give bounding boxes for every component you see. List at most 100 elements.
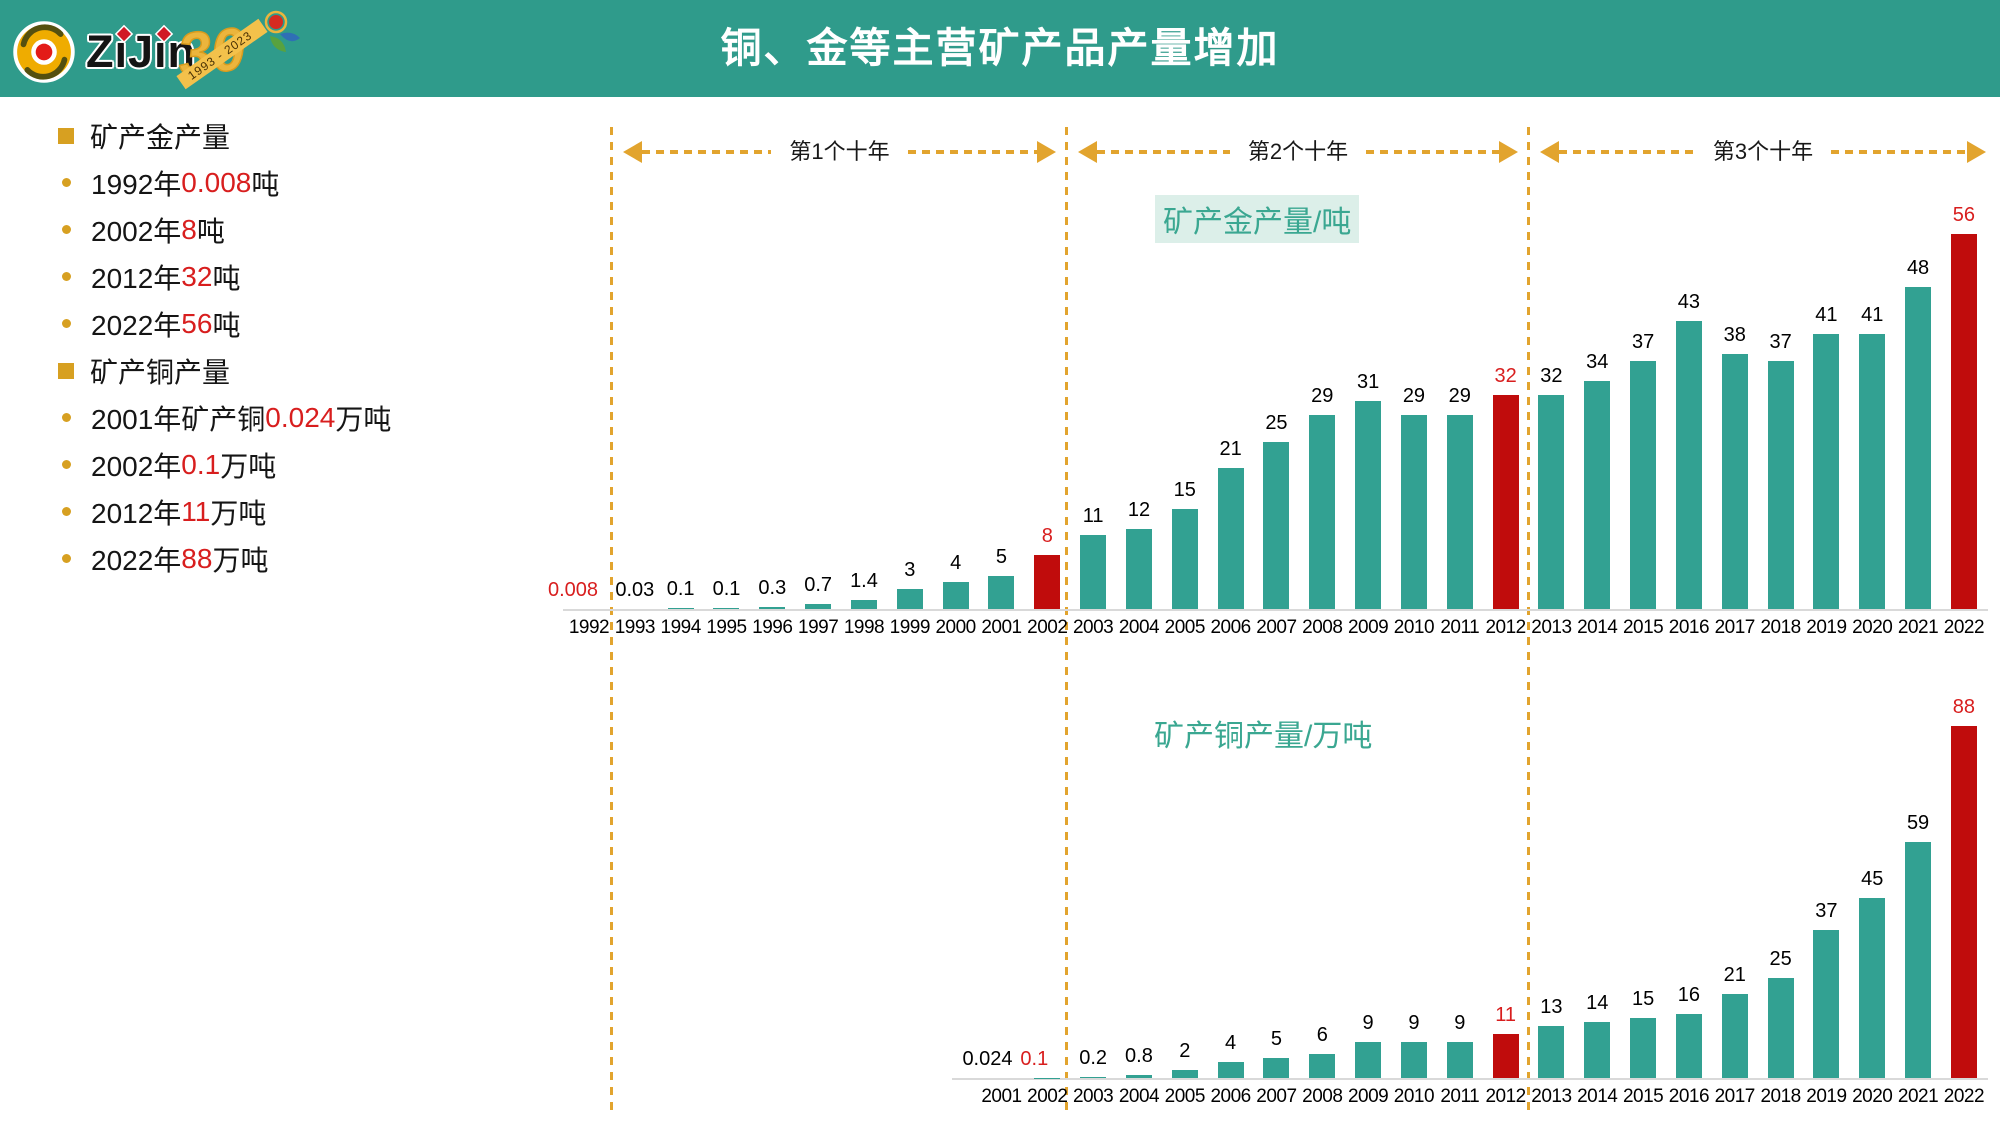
gold-year-tick-2016: 2016 xyxy=(1668,617,1710,638)
copper-value-label-2013: 13 xyxy=(1540,996,1563,1018)
bullet-text: 2001年矿产铜 xyxy=(91,403,266,435)
gold-value-label-1998: 1.4 xyxy=(850,569,878,592)
gold-bar-2001 xyxy=(988,575,1015,609)
bullet-text: 万吨 xyxy=(335,403,392,435)
dashed-line xyxy=(1559,150,1695,154)
gold-bar-2009 xyxy=(1355,401,1382,609)
copper-value-label-2001: 0.024 xyxy=(962,1047,1013,1070)
copper-bar-2010 xyxy=(1400,1042,1427,1078)
anniversary-30-logo: 30 1993 - 2023 xyxy=(174,10,300,90)
copper-bar-2006 xyxy=(1217,1062,1244,1078)
copper-year-tick-2022: 2022 xyxy=(1943,1086,1985,1107)
copper-year-tick-2014: 2014 xyxy=(1577,1086,1618,1107)
gold-bar-1997 xyxy=(805,604,832,609)
gold-year-tick-2003: 2003 xyxy=(1072,617,1114,638)
bullet-item-2: 2002年 8 吨 xyxy=(58,206,518,253)
bullet-text: 1992年 xyxy=(91,168,182,200)
gold-value-label-2016: 43 xyxy=(1677,290,1701,313)
gold-year-tick-2015: 2015 xyxy=(1622,617,1664,638)
copper-year-tick-2015: 2015 xyxy=(1622,1086,1664,1107)
bullet-item-7: 2002年 0.1 万吨 xyxy=(58,441,518,488)
dot-bullet-icon xyxy=(62,507,71,516)
bullet-text: 56 xyxy=(181,307,213,339)
decade-label: 第3个十年 xyxy=(1712,139,1814,164)
bullet-text: 2012年 xyxy=(91,497,182,529)
gold-bar-2005 xyxy=(1171,508,1198,609)
dot-bullet-icon xyxy=(62,413,71,422)
gold-year-tick-1993: 1993 xyxy=(614,617,656,638)
gold-bar-2022 xyxy=(1950,233,1977,609)
gold-year-tick-1997: 1997 xyxy=(798,617,839,638)
gold-bar-2008 xyxy=(1309,414,1336,609)
gold-value-label-2010: 29 xyxy=(1402,384,1426,407)
decade-label: 第1个十年 xyxy=(789,139,890,164)
gold-value-label-2021: 48 xyxy=(1906,257,1930,280)
copper-year-tick-2002: 2002 xyxy=(1027,1086,1068,1107)
copper-year-tick-2004: 2004 xyxy=(1118,1086,1160,1107)
copper-value-label-2018: 25 xyxy=(1769,948,1792,970)
bullet-text: 矿产铜产量 xyxy=(90,356,231,388)
copper-value-label-2017: 21 xyxy=(1723,964,1746,986)
gold-value-label-1994: 0.1 xyxy=(666,578,695,601)
copper-chart-title: 矿产铜产量/万吨 xyxy=(1154,720,1373,753)
bullet-text: 万吨 xyxy=(220,450,277,482)
gold-value-label-2022: 56 xyxy=(1952,203,1976,226)
gold-value-label-2020: 41 xyxy=(1861,304,1884,327)
copper-value-label-2021: 59 xyxy=(1906,812,1930,834)
brand-wordmark: ZıJın xyxy=(86,26,196,78)
copper-year-tick-2010: 2010 xyxy=(1393,1086,1435,1107)
gold-value-label-2009: 31 xyxy=(1356,371,1380,394)
gold-bar-1999 xyxy=(896,588,923,609)
copper-value-label-2008: 6 xyxy=(1316,1024,1328,1046)
copper-bar-2021 xyxy=(1905,842,1932,1078)
copper-bar-2005 xyxy=(1171,1070,1198,1078)
gold-year-tick-2008: 2008 xyxy=(1302,617,1343,638)
copper-value-label-2016: 16 xyxy=(1677,984,1701,1006)
dashed-line xyxy=(1366,150,1499,154)
copper-year-tick-2020: 2020 xyxy=(1852,1086,1893,1107)
gold-bar-2011 xyxy=(1446,414,1473,609)
gold-bar-2010 xyxy=(1400,414,1427,609)
gold-bar-2017 xyxy=(1721,354,1748,609)
copper-bar-2004 xyxy=(1125,1074,1152,1078)
copper-bar-2016 xyxy=(1675,1014,1702,1078)
copper-value-label-2002: 0.1 xyxy=(1020,1047,1049,1070)
copper-year-tick-2012: 2012 xyxy=(1485,1086,1526,1107)
gold-year-tick-1999: 1999 xyxy=(889,617,931,638)
arrow-right-icon xyxy=(1967,141,1986,163)
gold-value-label-2019: 41 xyxy=(1815,304,1838,327)
copper-year-tick-2018: 2018 xyxy=(1760,1086,1801,1107)
decade-divider-line-1 xyxy=(610,127,613,1112)
gold-year-tick-2017: 2017 xyxy=(1714,617,1756,638)
decade-divider-line-3 xyxy=(1527,127,1530,1112)
copper-bar-2013 xyxy=(1538,1026,1565,1078)
copper-year-tick-2003: 2003 xyxy=(1072,1086,1114,1107)
arrow-left-icon xyxy=(623,141,642,163)
copper-value-label-2005: 2 xyxy=(1179,1040,1191,1062)
decade-band-2: 第2个十年 xyxy=(1078,139,1518,165)
gold-bar-2014 xyxy=(1584,381,1611,609)
dashed-line xyxy=(1831,150,1967,154)
gold-year-tick-1992: 1992 xyxy=(568,617,610,638)
copper-year-tick-2006: 2006 xyxy=(1210,1086,1251,1107)
copper-year-tick-2005: 2005 xyxy=(1164,1086,1206,1107)
gold-bar-2000 xyxy=(942,582,969,609)
copper-bar-2011 xyxy=(1446,1042,1473,1078)
gold-bar-2020 xyxy=(1859,334,1886,609)
arrow-left-icon xyxy=(1078,141,1097,163)
gold-year-tick-2020: 2020 xyxy=(1852,617,1893,638)
copper-value-label-2012: 11 xyxy=(1495,1004,1516,1026)
summary-bullet-list: 矿产金产量 1992年 0.008 吨 2002年 8 吨 2012年 32 吨 2022年 56 吨矿… xyxy=(58,112,518,582)
gold-value-label-2008: 29 xyxy=(1311,384,1334,407)
copper-bar-2015 xyxy=(1630,1018,1657,1078)
bullet-text: 0.024 xyxy=(265,401,336,433)
copper-value-label-2014: 14 xyxy=(1586,992,1609,1014)
copper-year-tick-2017: 2017 xyxy=(1714,1086,1756,1107)
gold-value-label-2013: 32 xyxy=(1540,364,1563,387)
copper-bar-2017 xyxy=(1721,994,1748,1078)
bullet-text: 吨 xyxy=(196,215,225,247)
gold-bar-2012 xyxy=(1492,394,1519,609)
square-bullet-icon xyxy=(58,127,74,144)
decade-band-3: 第3个十年 xyxy=(1540,139,1986,165)
